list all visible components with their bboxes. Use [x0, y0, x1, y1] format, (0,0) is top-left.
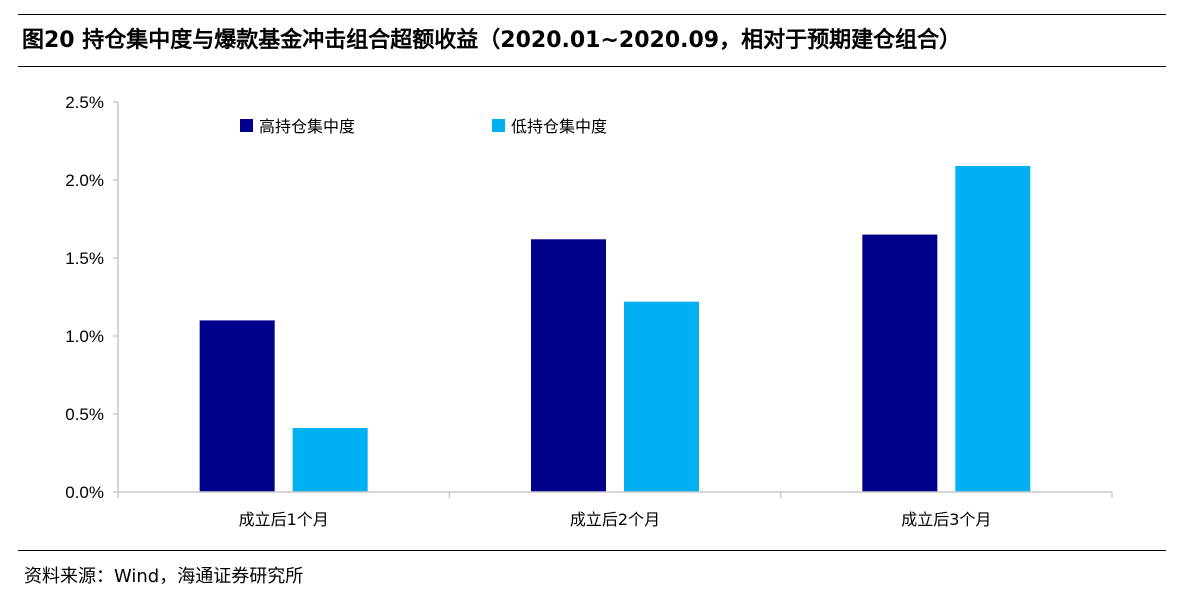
- bar-high-concentration: [531, 239, 606, 492]
- x-category-label: 成立后3个月: [901, 510, 991, 529]
- y-axis: 0.0% 0.5% 1.0% 1.5% 2.0% 2.5%: [65, 93, 119, 502]
- y-tick-label: 0.5%: [65, 405, 104, 424]
- x-axis: 成立后1个月 成立后2个月 成立后3个月: [117, 491, 1113, 529]
- legend-label-high: 高持仓集中度: [259, 117, 355, 136]
- y-tick-label: 1.0%: [65, 327, 104, 346]
- figure-title: 图20 持仓集中度与爆款基金冲击组合超额收益（2020.01~2020.09，相…: [22, 28, 962, 53]
- y-tick-label: 1.5%: [65, 249, 104, 268]
- title-top-rule: [18, 14, 1166, 15]
- bars: [199, 165, 1031, 492]
- bar-low-concentration: [955, 165, 1031, 492]
- source-note: 资料来源：Wind，海通证券研究所: [24, 566, 304, 587]
- x-category-label: 成立后2个月: [570, 510, 660, 529]
- bar-chart: 0.0%0.5%1.0%1.5%2.0%2.5% 成立后1个月 成立后2个月 成立后…: [65, 93, 1113, 529]
- y-tick-label: 2.0%: [65, 171, 104, 190]
- legend-swatch-low: [492, 119, 505, 132]
- title-bottom-rule: [18, 66, 1166, 67]
- bar-low-concentration: [624, 301, 699, 492]
- y-tick-label: 2.5%: [65, 93, 104, 112]
- x-category-label: 成立后1个月: [239, 510, 329, 529]
- bar-high-concentration: [199, 320, 275, 492]
- legend-swatch-high: [240, 119, 253, 132]
- source-rule: [18, 550, 1166, 551]
- legend: 高持仓集中度 低持仓集中度: [240, 117, 607, 136]
- bar-low-concentration: [292, 428, 368, 492]
- legend-label-low: 低持仓集中度: [511, 117, 607, 136]
- bar-high-concentration: [862, 234, 938, 492]
- y-tick-label: 0.0%: [65, 483, 104, 502]
